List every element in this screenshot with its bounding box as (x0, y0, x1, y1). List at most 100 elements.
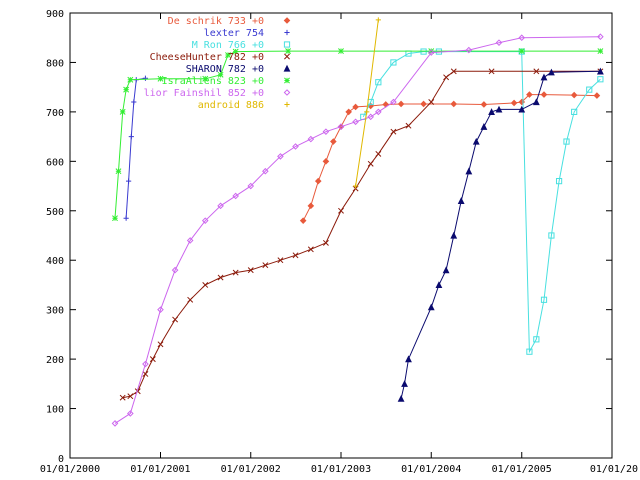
point-triangle (442, 266, 450, 274)
legend-label: De schrik 733 +0 (168, 16, 264, 27)
y-tick-label: 200 (46, 355, 64, 366)
point-triangle (450, 231, 458, 239)
point-x (142, 370, 149, 377)
point-diamond (427, 49, 435, 56)
legend-label: M Ron 766 +0 (192, 40, 264, 51)
point-x (367, 160, 374, 167)
point-plus (284, 29, 290, 36)
point-diamond (247, 182, 255, 190)
point-x (284, 53, 290, 60)
point-plus (375, 17, 381, 23)
point-diamond (540, 91, 548, 98)
legend-label: lexter 754 (204, 28, 264, 39)
point-x (157, 341, 164, 348)
point-x (292, 252, 299, 259)
point-triangle (532, 98, 540, 106)
point-square (571, 108, 578, 115)
point-diamond (345, 108, 352, 116)
legend-label: android 886 (198, 100, 264, 111)
point-plus (123, 215, 129, 221)
point-diamond (127, 410, 134, 417)
point-x (307, 246, 314, 253)
x-tick-label: 01/01/2003 (311, 464, 371, 475)
point-diamond (390, 98, 397, 106)
point-square (597, 76, 604, 83)
point-triangle (540, 73, 548, 81)
series-4 (397, 67, 604, 402)
point-x (405, 122, 412, 129)
point-star (157, 75, 164, 82)
point-x (390, 128, 397, 135)
point-diamond (420, 100, 427, 108)
point-diamond (262, 167, 269, 175)
y-tick-label: 0 (58, 454, 64, 465)
series-7 (352, 17, 381, 189)
point-triangle (480, 123, 488, 130)
point-triangle (472, 137, 480, 145)
point-x (247, 267, 254, 274)
y-tick-label: 700 (46, 108, 64, 119)
point-x (277, 257, 284, 264)
point-square (540, 296, 548, 303)
point-diamond (367, 113, 374, 121)
point-triangle (427, 303, 435, 311)
point-diamond (465, 46, 473, 54)
point-diamond (307, 135, 315, 143)
point-square (533, 336, 540, 343)
point-x (232, 269, 239, 276)
point-triangle (548, 68, 555, 76)
point-diamond (277, 153, 284, 160)
series-layer (111, 17, 604, 427)
series-2 (360, 48, 604, 355)
point-diamond (495, 39, 503, 46)
y-tick-label: 600 (46, 157, 64, 168)
point-plus (128, 134, 134, 140)
point-diamond (337, 123, 345, 131)
point-square (548, 232, 555, 239)
point-diamond (111, 420, 119, 427)
point-diamond (597, 33, 604, 41)
point-plus (364, 109, 370, 115)
series-6 (111, 33, 604, 427)
point-x (127, 393, 134, 400)
point-x (149, 356, 156, 363)
point-diamond (480, 101, 488, 108)
y-tick-label: 800 (46, 58, 64, 69)
series-line (400, 70, 601, 399)
point-diamond (283, 17, 291, 24)
point-x (322, 239, 329, 246)
point-diamond (232, 192, 239, 200)
point-diamond (375, 108, 382, 116)
series-5 (112, 48, 604, 222)
point-triangle (457, 197, 465, 204)
legend-label: CheeseHunter 782 +0 (150, 52, 264, 63)
point-star (127, 76, 134, 83)
point-diamond (171, 266, 179, 274)
point-star (518, 48, 525, 55)
point-star (123, 86, 130, 93)
point-x (202, 281, 209, 288)
y-tick-label: 300 (46, 306, 64, 317)
point-x (533, 68, 540, 75)
point-diamond (157, 306, 164, 313)
point-triangle (488, 108, 495, 115)
point-square (563, 138, 570, 145)
point-diamond (283, 89, 291, 96)
point-diamond (322, 158, 330, 165)
point-plus (142, 75, 149, 81)
point-diamond (299, 217, 307, 224)
y-tick-label: 400 (46, 256, 64, 267)
point-diamond (570, 91, 578, 99)
point-triangle (465, 167, 473, 175)
point-star (428, 48, 435, 55)
point-diamond (352, 118, 359, 126)
point-diamond (322, 128, 330, 135)
point-x (375, 150, 382, 157)
point-x (134, 388, 141, 395)
point-triangle (283, 64, 291, 72)
point-x (443, 74, 450, 81)
point-plus (126, 178, 132, 184)
point-triangle (401, 380, 408, 387)
